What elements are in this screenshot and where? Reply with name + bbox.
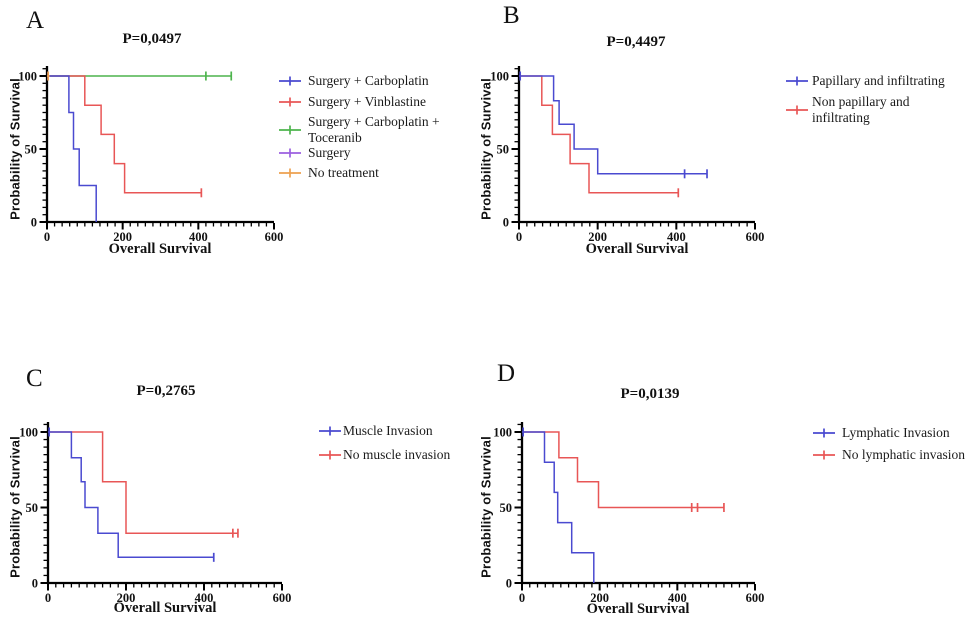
panel-b: B P=0,4497 Probability of Survival Overa… [479, 0, 976, 312]
y-tick-label: 100 [493, 425, 512, 439]
series-no-muscle-invasion [48, 431, 239, 538]
y-tick-label: 0 [503, 215, 509, 229]
y-tick-label: 50 [497, 142, 510, 156]
x-tick-label: 600 [265, 230, 284, 244]
series-surgery-vinblastine [47, 75, 203, 198]
panel-a: A P=0,0497 Probability of Survival Overa… [0, 0, 488, 312]
panel-d: D P=0,0139 Probability of Survival Overa… [479, 312, 976, 624]
x-tick-label: 600 [746, 591, 765, 605]
series-lymphatic-invasion [522, 427, 595, 583]
x-tick-label: 200 [590, 591, 609, 605]
x-axis-label-a: Overall Survival [108, 241, 212, 257]
series-muscle-invasion [48, 427, 215, 562]
survival-plot-c: 0 200 400 600 0 50 100 [19, 422, 291, 605]
x-tick-label: 0 [45, 591, 51, 605]
x-tick-label: 0 [516, 230, 522, 244]
panel-letter-c: C [26, 365, 43, 392]
y-tick-label: 0 [32, 576, 38, 590]
series-no-lymphatic-invasion [522, 431, 725, 512]
panel-letter-b: B [503, 2, 520, 29]
p-value-title-a: P=0,0497 [122, 31, 182, 47]
y-tick-label: 0 [506, 576, 512, 590]
x-tick-label: 600 [746, 230, 765, 244]
axes: 0 200 400 600 0 50 100 [18, 66, 283, 244]
series-no-treatment [47, 71, 50, 81]
x-tick-label: 400 [189, 230, 208, 244]
axes: 0 200 400 600 0 50 100 [493, 422, 764, 605]
x-tick-label: 400 [668, 591, 687, 605]
x-tick-label: 400 [195, 591, 214, 605]
x-tick-label: 200 [588, 230, 607, 244]
x-axis-label-c: Overall Survival [113, 600, 217, 616]
series-non-papillary-and-infiltrating [519, 75, 680, 198]
y-tick-label: 50 [26, 501, 39, 515]
series-papillary-and-infiltrating [519, 71, 708, 179]
x-tick-label: 0 [44, 230, 50, 244]
panel-letter-d: D [497, 360, 516, 387]
x-axis-label-d: Overall Survival [586, 601, 690, 617]
x-tick-label: 600 [273, 591, 292, 605]
p-value-title-b: P=0,4497 [606, 34, 666, 50]
y-tick-label: 100 [19, 425, 38, 439]
y-tick-label: 0 [31, 215, 37, 229]
survival-plot-b: 0 200 400 600 0 50 100 [490, 66, 764, 244]
x-tick-label: 200 [113, 230, 132, 244]
x-tick-label: 200 [117, 591, 136, 605]
y-tick-label: 100 [18, 69, 37, 83]
p-value-title-d: P=0,0139 [620, 386, 680, 402]
survival-plot-d: 0 200 400 600 0 50 100 [493, 422, 764, 605]
axes: 0 200 400 600 0 50 100 [490, 66, 764, 244]
y-tick-label: 50 [500, 501, 513, 515]
panel-c: C P=0,2765 Probability of Survival Overa… [0, 312, 488, 624]
p-value-title-c: P=0,2765 [136, 383, 196, 399]
x-tick-label: 0 [519, 591, 525, 605]
axes: 0 200 400 600 0 50 100 [19, 422, 291, 605]
survival-plot-a: 0 200 400 600 0 50 100 [18, 66, 283, 244]
series-surgery-carboplatin [47, 75, 97, 222]
y-tick-label: 50 [25, 142, 38, 156]
x-axis-label-b: Overall Survival [585, 241, 689, 257]
y-tick-label: 100 [490, 69, 509, 83]
panel-letter-a: A [26, 7, 45, 34]
x-tick-label: 400 [667, 230, 686, 244]
